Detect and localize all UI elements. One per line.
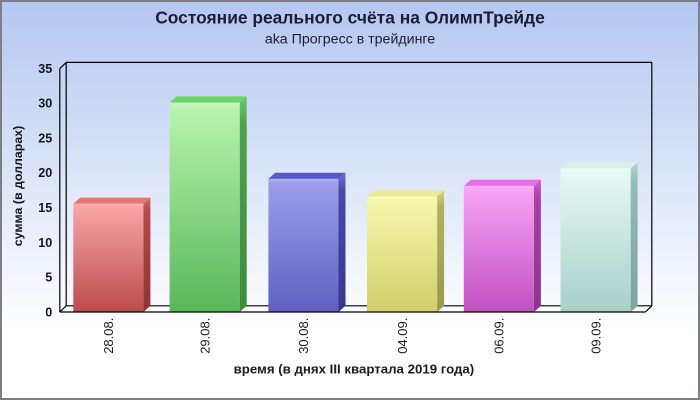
svg-text:28.08.: 28.08. bbox=[101, 318, 116, 354]
svg-text:35: 35 bbox=[38, 62, 52, 76]
svg-text:Состояние реального счёта на О: Состояние реального счёта на ОлимпТрейде bbox=[155, 8, 545, 28]
svg-text:сумма (в долларах): сумма (в долларах) bbox=[11, 126, 25, 247]
svg-text:06.09.: 06.09. bbox=[492, 318, 507, 354]
svg-text:25: 25 bbox=[38, 131, 52, 145]
svg-text:aka Прогресс в трейдинге: aka Прогресс в трейдинге bbox=[265, 32, 435, 48]
svg-text:09.09.: 09.09. bbox=[588, 318, 603, 354]
svg-text:04.09.: 04.09. bbox=[395, 318, 410, 354]
svg-text:29.08.: 29.08. bbox=[197, 318, 212, 354]
svg-text:30.08.: 30.08. bbox=[296, 318, 311, 354]
svg-text:15: 15 bbox=[38, 201, 52, 215]
svg-text:20: 20 bbox=[38, 166, 52, 180]
svg-text:30: 30 bbox=[38, 97, 52, 111]
svg-text:0: 0 bbox=[45, 305, 52, 319]
svg-text:5: 5 bbox=[45, 271, 52, 285]
svg-text:время (в днях III квартала 201: время (в днях III квартала 2019 года) bbox=[234, 362, 475, 377]
svg-text:10: 10 bbox=[38, 236, 52, 250]
